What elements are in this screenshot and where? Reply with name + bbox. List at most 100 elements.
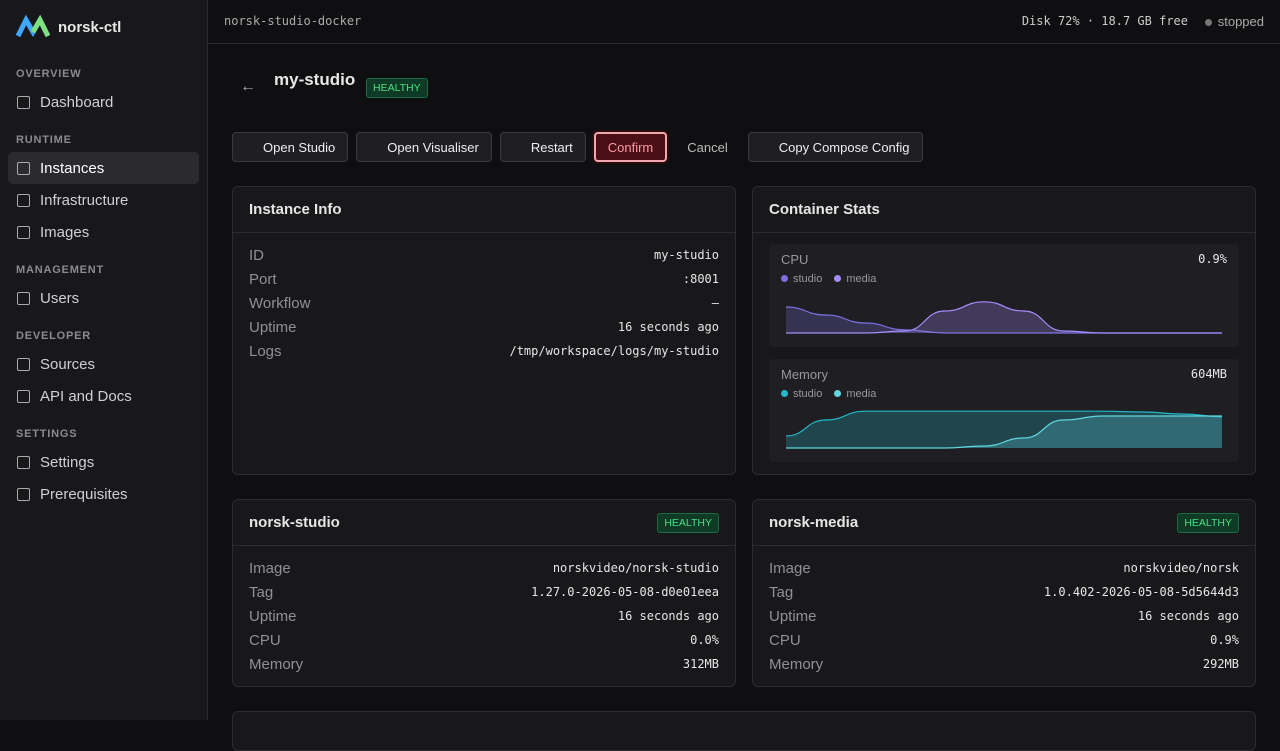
- legend-entry: studio: [781, 388, 822, 400]
- nav-item[interactable]: API and Docs: [8, 380, 199, 412]
- legend-label: media: [846, 273, 877, 285]
- row-key: Logs: [249, 342, 282, 360]
- row-value: /tmp/workspace/logs/my-studio: [509, 344, 719, 358]
- legend-label: media: [846, 388, 877, 400]
- row-value: 0.0%: [690, 633, 719, 647]
- brand-name: norsk-ctl: [58, 18, 122, 36]
- nav-section: SETTINGS: [16, 428, 78, 440]
- legend-label: studio: [793, 388, 823, 400]
- action-button[interactable]: Cancel: [687, 139, 728, 155]
- nav-item[interactable]: Infrastructure: [8, 184, 199, 216]
- legend-swatch: [781, 275, 788, 282]
- status-text: stopped: [1217, 14, 1264, 29]
- topbar: norsk-studio-docker Disk 72% · 18.7 GB f…: [208, 0, 1280, 44]
- row-key: CPU: [249, 631, 281, 649]
- row: Tag 1.27.0-2026-05-08-d0e01eea: [233, 580, 735, 604]
- row: CPU 0.9%: [753, 628, 1255, 652]
- legend-swatch: [834, 275, 842, 282]
- row-key: ID: [249, 246, 264, 264]
- row: Memory 312MB: [233, 652, 735, 676]
- row: ID my-studio: [233, 243, 735, 267]
- row-key: Memory: [249, 655, 304, 673]
- page-title: my-studio: [274, 70, 356, 89]
- row-key: Tag: [249, 583, 274, 601]
- row: Workflow –: [233, 291, 735, 315]
- row-key: Uptime: [769, 607, 817, 625]
- action-button[interactable]: Open Visualiser: [356, 132, 492, 162]
- row-value: 0.9%: [1210, 633, 1239, 647]
- instance-info: Instance Info ID my-studio Port :8001 Workflo…: [232, 186, 736, 475]
- chart-panel: CPU 0.9% studio media: [769, 244, 1239, 347]
- row-value: :8001: [682, 272, 719, 286]
- status-badge: HEALTHY: [1177, 512, 1239, 533]
- row-key: Workflow: [249, 294, 311, 312]
- row-value: 16 seconds ago: [617, 609, 719, 623]
- nav-item[interactable]: Images: [8, 216, 199, 248]
- row: Uptime 16 seconds ago: [233, 604, 735, 628]
- chart-current: 604MB: [1190, 367, 1227, 381]
- nav: OVERVIEW Dashboard RUNTIME Instances Infrast…: [0, 52, 207, 510]
- nav-item[interactable]: Settings: [8, 446, 199, 478]
- row-value: 16 seconds ago: [1137, 609, 1239, 623]
- logo: [16, 14, 50, 38]
- legend-entry: studio: [781, 273, 822, 285]
- legend-swatch: [834, 390, 842, 397]
- series-line: [786, 301, 1222, 334]
- row-value: –: [711, 296, 719, 310]
- container-card: norsk-media HEALTHY Image norskvideo/norsk T…: [752, 499, 1256, 687]
- row: Uptime 16 seconds ago: [753, 604, 1255, 628]
- row-value: 1.27.0-2026-05-08-d0e01eea: [531, 585, 719, 599]
- row-value: 312MB: [682, 657, 719, 671]
- card-title: Container Stats: [769, 201, 880, 218]
- nav-section: DEVELOPER: [16, 330, 92, 342]
- legend: studio media: [781, 388, 876, 400]
- action-button[interactable]: Restart: [499, 132, 586, 162]
- card-title: norsk-studio: [249, 514, 340, 531]
- series-area: [786, 411, 1222, 448]
- row-value: norskvideo/norsk: [1123, 561, 1239, 575]
- card-title: Instance Info: [249, 201, 342, 218]
- nav-section: OVERVIEW: [16, 68, 82, 80]
- chart: [785, 301, 1222, 334]
- legend-entry: media: [834, 388, 876, 400]
- row-key: Port: [249, 270, 277, 288]
- row-key: Image: [769, 559, 811, 577]
- row-key: Image: [249, 559, 291, 577]
- series-area: [786, 416, 1222, 448]
- card-header: norsk-studio HEALTHY: [233, 500, 735, 546]
- nav-item[interactable]: Prerequisites: [8, 478, 199, 510]
- card-header: norsk-media HEALTHY: [753, 500, 1255, 546]
- status-badge: HEALTHY: [366, 78, 428, 98]
- row-key: Memory: [769, 655, 824, 673]
- row: Uptime 16 seconds ago: [233, 315, 735, 339]
- action-button[interactable]: Copy Compose Config: [747, 132, 923, 162]
- row: Logs/tmp/workspace/logs/my-studio: [233, 339, 735, 363]
- row-value: 16 seconds ago: [617, 320, 719, 334]
- chart-label: Memory: [781, 367, 828, 382]
- card: [232, 711, 1256, 751]
- series-line: [786, 415, 1222, 449]
- nav-item[interactable]: Instances: [8, 152, 199, 184]
- row-key: Uptime: [249, 318, 297, 336]
- action-button[interactable]: Confirm: [593, 132, 668, 162]
- rows: ID my-studio Port :8001 Workflow – Uptime 16 se…: [233, 233, 735, 363]
- status: stopped: [1204, 14, 1264, 29]
- nav-item[interactable]: Users: [8, 282, 199, 314]
- nav-item[interactable]: Dashboard: [8, 86, 199, 118]
- chart-label: CPU: [781, 252, 809, 267]
- row-value: my-studio: [653, 248, 719, 262]
- chart: [785, 410, 1223, 449]
- brand[interactable]: norsk-ctl: [16, 14, 121, 40]
- nav-section: RUNTIME: [16, 134, 72, 146]
- row-value: norskvideo/norsk-studio: [552, 561, 719, 575]
- legend-entry: media: [834, 273, 876, 285]
- back[interactable]: ←: [240, 78, 256, 95]
- row-value: 1.0.402-2026-05-08-5d5644d3: [1043, 585, 1239, 599]
- container-stats: Container Stats CPU 0.9% studio media Memory 6…: [752, 186, 1256, 475]
- context: norsk-studio-docker: [224, 14, 362, 28]
- nav-item[interactable]: Sources: [8, 348, 199, 380]
- sidebar: norsk-ctl OVERVIEW Dashboard RUNTIME Instan…: [0, 0, 208, 720]
- action-button[interactable]: Open Studio: [232, 132, 349, 162]
- row-key: CPU: [769, 631, 801, 649]
